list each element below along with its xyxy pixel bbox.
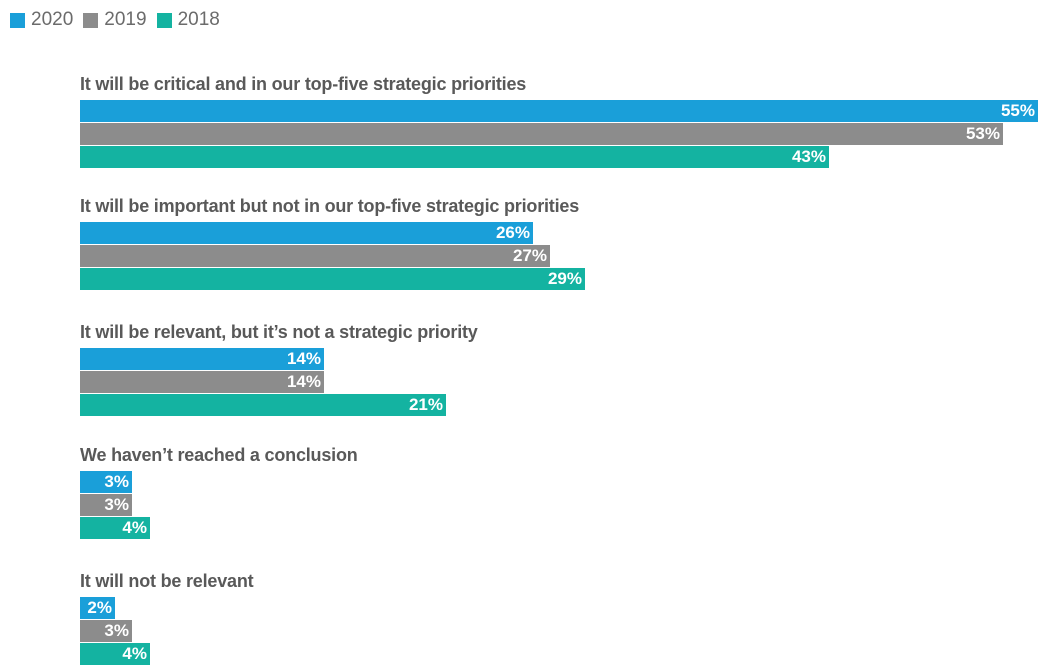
category-label: It will be important but not in our top-… [80,196,580,216]
bar-2019-5: 3% [80,620,132,642]
data-label: 43% [791,147,826,166]
bar-2020-1: 55% [80,100,1038,122]
data-label: 4% [122,518,147,537]
data-label: 14% [286,349,321,368]
bar-2019-2: 27% [80,245,550,267]
bar-2020-2: 26% [80,222,533,244]
bar-2020-4: 3% [80,471,132,493]
category-label: We haven’t reached a conclusion [80,445,358,465]
data-label: 3% [104,495,129,514]
bar-2018-4: 4% [80,517,150,539]
bar-2019-4: 3% [80,494,132,516]
data-label: 3% [104,621,129,640]
bar-2018-2: 29% [80,268,585,290]
bar-2018-3: 21% [80,394,446,416]
data-label: 4% [122,644,147,663]
bar-2020-3: 14% [80,348,324,370]
bar-2019-1: 53% [80,123,1003,145]
legend-swatch-2018 [156,12,172,28]
data-label: 53% [965,124,1000,143]
data-label: 3% [104,472,129,491]
data-label: 26% [495,223,530,242]
data-label: 14% [286,372,321,391]
bar-2020-5: 2% [80,597,115,619]
legend-item-2020: 2020 [10,9,73,31]
category-label: It will not be relevant [80,571,254,591]
legend-item-2019: 2019 [83,9,147,31]
data-label: 55% [1000,101,1035,120]
bar-2018-1: 43% [80,146,829,168]
legend-swatch-2019 [83,12,99,28]
data-label: 27% [512,246,547,265]
category-label: It will be relevant, but it’s not a stra… [80,322,478,342]
bar-2018-5: 4% [80,643,150,665]
data-label: 2% [87,598,112,617]
data-label: 29% [547,269,582,288]
data-label: 21% [408,395,443,414]
bar-2019-3: 14% [80,371,324,393]
chart-legend: 2020 2019 2018 [10,9,230,31]
legend-swatch-2020 [10,12,25,28]
legend-label-2018: 2018 [177,9,220,30]
legend-item-2018: 2018 [156,9,220,31]
legend-label-2019: 2019 [104,9,147,30]
category-label: It will be critical and in our top-five … [80,74,527,94]
legend-label-2020: 2020 [31,9,74,30]
